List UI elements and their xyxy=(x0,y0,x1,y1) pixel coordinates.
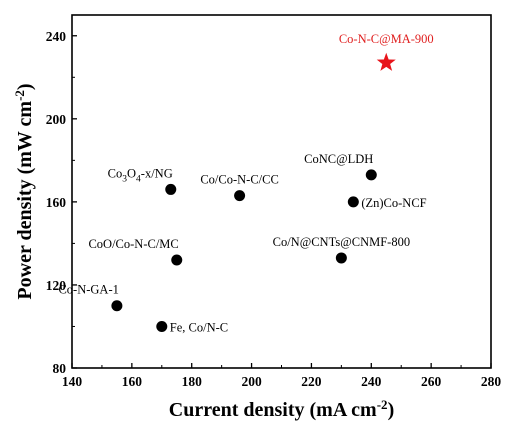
x-tick-label: 180 xyxy=(182,374,203,389)
point-label: (Zn)Co-NCF xyxy=(361,196,426,210)
point-label: Fe, Co/N-C xyxy=(170,320,228,334)
x-axis-title: Current density (mA cm-2) xyxy=(169,397,394,421)
data-point xyxy=(111,300,123,312)
data-point xyxy=(156,320,168,332)
x-tick-label: 220 xyxy=(301,374,322,389)
data-point xyxy=(171,254,183,266)
point-label: Co-N-GA-1 xyxy=(58,283,118,297)
x-tick-label: 140 xyxy=(62,374,83,389)
x-tick-label: 240 xyxy=(361,374,382,389)
x-tick-label: 280 xyxy=(481,374,502,389)
data-point xyxy=(347,196,359,208)
y-tick-label: 160 xyxy=(46,195,67,210)
ticks-layer: 140 160 180 200 220 240 260 280 80 120 160 200 240 xyxy=(46,29,502,389)
points-layer: Co-N-GA-1 Fe, Co/N-C Co3O4-x/NG CoO/Co-N-C/… xyxy=(58,32,433,335)
data-point xyxy=(234,190,246,202)
point-label: Co/N@CNTs@CNMF-800 xyxy=(273,235,410,249)
y-tick-label: 120 xyxy=(46,278,67,293)
x-tick-label: 260 xyxy=(421,374,442,389)
data-point xyxy=(335,252,347,264)
y-tick-label: 200 xyxy=(46,112,67,127)
x-tick-label: 200 xyxy=(241,374,262,389)
plot-frame xyxy=(71,14,492,369)
x-tick-label: 160 xyxy=(122,374,143,389)
point-label: CoO/Co-N-C/MC xyxy=(88,237,178,251)
highlight-star-marker xyxy=(376,52,396,71)
y-tick-label: 80 xyxy=(53,361,67,376)
point-label: Co3O4-x/NG xyxy=(108,166,173,184)
point-label: CoNC@LDH xyxy=(304,152,373,166)
point-label: Co/Co-N-C/CC xyxy=(200,173,279,187)
data-point xyxy=(365,169,377,181)
y-axis-title: Power density (mW cm-2) xyxy=(12,83,36,299)
data-point xyxy=(165,183,177,195)
highlight-label: Co-N-C@MA-900 xyxy=(339,32,434,46)
y-tick-label: 240 xyxy=(46,29,67,44)
